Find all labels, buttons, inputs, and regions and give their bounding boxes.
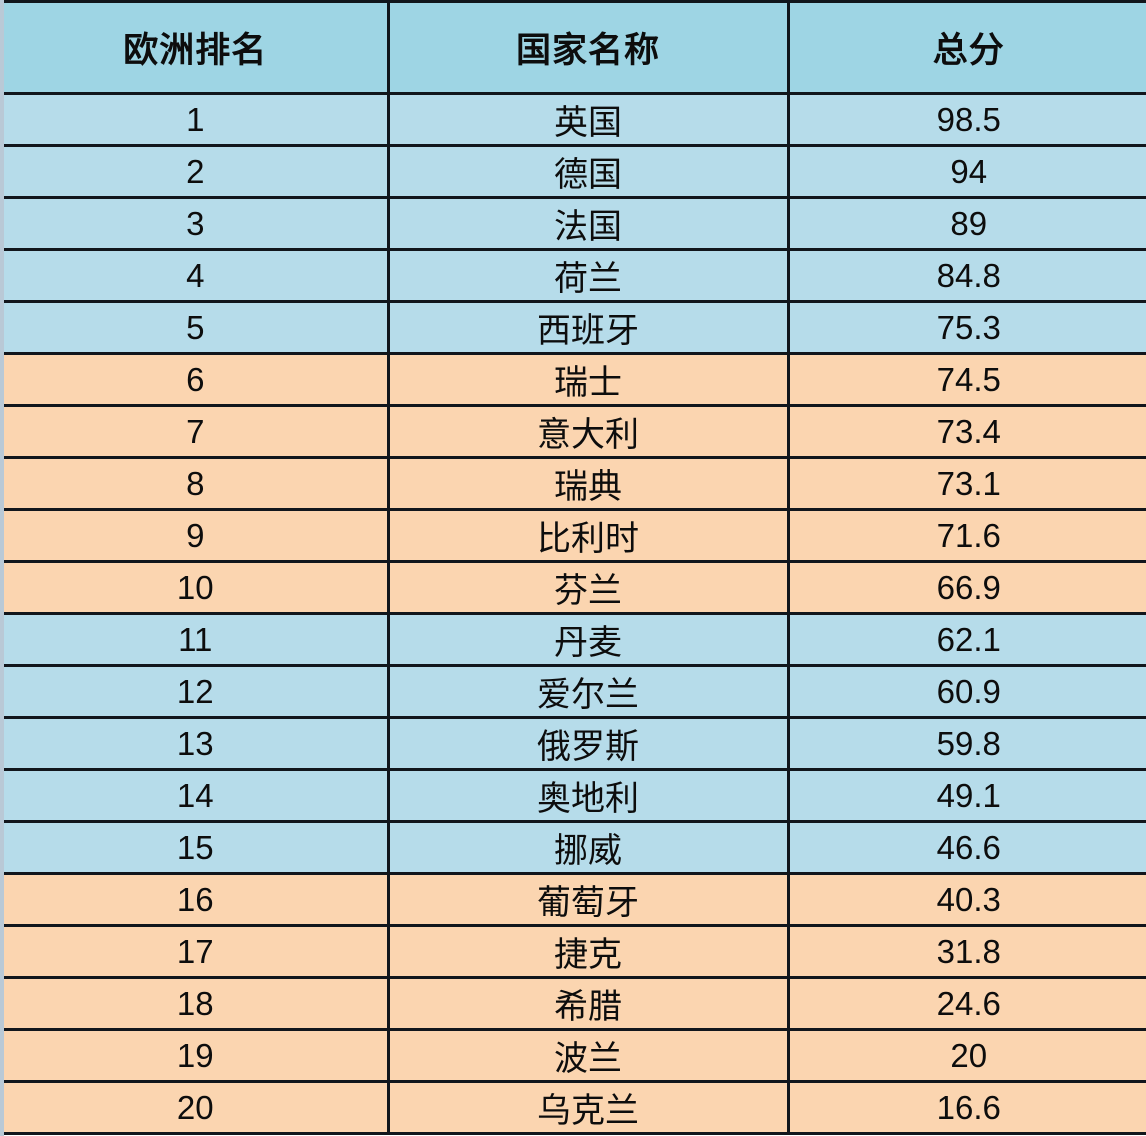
cell-total-score[interactable]: 16.6 [786, 1080, 1146, 1135]
column-header-european-rank[interactable]: 欧洲排名 [0, 0, 388, 95]
cell-european-rank[interactable]: 14 [0, 768, 388, 823]
cell-country-name[interactable]: 西班牙 [386, 300, 788, 355]
cell-country-name[interactable]: 瑞典 [386, 456, 788, 511]
table-row[interactable]: 16 葡萄牙 40.3 [0, 872, 1146, 927]
cell-total-score[interactable]: 46.6 [786, 820, 1146, 875]
table-row[interactable]: 5 西班牙 75.3 [0, 300, 1146, 355]
table-row[interactable]: 20 乌克兰 16.6 [0, 1080, 1146, 1135]
table-body: 1 英国 98.5 2 德国 94 3 法国 89 4 荷兰 84.8 5 西班牙 75.3 6 瑞士 74.5 7… [0, 92, 1146, 1135]
cell-country-name[interactable]: 奥地利 [386, 768, 788, 823]
cell-country-name[interactable]: 波兰 [386, 1028, 788, 1083]
cell-country-name[interactable]: 俄罗斯 [386, 716, 788, 771]
cell-total-score[interactable]: 31.8 [786, 924, 1146, 979]
cell-total-score[interactable]: 84.8 [786, 248, 1146, 303]
cell-total-score[interactable]: 20 [786, 1028, 1146, 1083]
cell-european-rank[interactable]: 5 [0, 300, 388, 355]
cell-european-rank[interactable]: 12 [0, 664, 388, 719]
cell-european-rank[interactable]: 15 [0, 820, 388, 875]
table-row[interactable]: 6 瑞士 74.5 [0, 352, 1146, 407]
cell-country-name[interactable]: 德国 [386, 144, 788, 199]
cell-total-score[interactable]: 75.3 [786, 300, 1146, 355]
cell-european-rank[interactable]: 16 [0, 872, 388, 927]
cell-european-rank[interactable]: 3 [0, 196, 388, 251]
cell-country-name[interactable]: 捷克 [386, 924, 788, 979]
cell-european-rank[interactable]: 10 [0, 560, 388, 615]
table-row[interactable]: 15 挪威 46.6 [0, 820, 1146, 875]
column-header-country-name[interactable]: 国家名称 [386, 0, 788, 95]
cell-european-rank[interactable]: 9 [0, 508, 388, 563]
cell-european-rank[interactable]: 19 [0, 1028, 388, 1083]
cell-european-rank[interactable]: 20 [0, 1080, 388, 1135]
cell-country-name[interactable]: 希腊 [386, 976, 788, 1031]
cell-european-rank[interactable]: 7 [0, 404, 388, 459]
table-row[interactable]: 9 比利时 71.6 [0, 508, 1146, 563]
cell-european-rank[interactable]: 6 [0, 352, 388, 407]
table-row[interactable]: 18 希腊 24.6 [0, 976, 1146, 1031]
cell-country-name[interactable]: 荷兰 [386, 248, 788, 303]
table-row[interactable]: 11 丹麦 62.1 [0, 612, 1146, 667]
cell-european-rank[interactable]: 8 [0, 456, 388, 511]
table-row[interactable]: 7 意大利 73.4 [0, 404, 1146, 459]
cell-total-score[interactable]: 73.4 [786, 404, 1146, 459]
table-row[interactable]: 8 瑞典 73.1 [0, 456, 1146, 511]
cell-country-name[interactable]: 挪威 [386, 820, 788, 875]
table-header: 欧洲排名 国家名称 总分 [0, 0, 1146, 95]
table-row[interactable]: 1 英国 98.5 [0, 92, 1146, 147]
cell-total-score[interactable]: 59.8 [786, 716, 1146, 771]
cell-european-rank[interactable]: 17 [0, 924, 388, 979]
row-header-gutter [0, 0, 4, 1136]
cell-total-score[interactable]: 66.9 [786, 560, 1146, 615]
cell-total-score[interactable]: 60.9 [786, 664, 1146, 719]
cell-country-name[interactable]: 比利时 [386, 508, 788, 563]
cell-country-name[interactable]: 葡萄牙 [386, 872, 788, 927]
table-row[interactable]: 2 德国 94 [0, 144, 1146, 199]
table-row[interactable]: 13 俄罗斯 59.8 [0, 716, 1146, 771]
table-header-row: 欧洲排名 国家名称 总分 [0, 0, 1146, 95]
cell-country-name[interactable]: 芬兰 [386, 560, 788, 615]
table-row[interactable]: 3 法国 89 [0, 196, 1146, 251]
cell-european-rank[interactable]: 2 [0, 144, 388, 199]
cell-country-name[interactable]: 丹麦 [386, 612, 788, 667]
cell-european-rank[interactable]: 11 [0, 612, 388, 667]
cell-country-name[interactable]: 瑞士 [386, 352, 788, 407]
table-row[interactable]: 19 波兰 20 [0, 1028, 1146, 1083]
cell-european-rank[interactable]: 4 [0, 248, 388, 303]
cell-total-score[interactable]: 24.6 [786, 976, 1146, 1031]
table-row[interactable]: 17 捷克 31.8 [0, 924, 1146, 979]
cell-european-rank[interactable]: 1 [0, 92, 388, 147]
cell-european-rank[interactable]: 13 [0, 716, 388, 771]
cell-total-score[interactable]: 89 [786, 196, 1146, 251]
cell-country-name[interactable]: 爱尔兰 [386, 664, 788, 719]
cell-country-name[interactable]: 乌克兰 [386, 1080, 788, 1135]
table-row[interactable]: 4 荷兰 84.8 [0, 248, 1146, 303]
cell-total-score[interactable]: 40.3 [786, 872, 1146, 927]
table-row[interactable]: 12 爱尔兰 60.9 [0, 664, 1146, 719]
cell-total-score[interactable]: 94 [786, 144, 1146, 199]
cell-total-score[interactable]: 98.5 [786, 92, 1146, 147]
cell-total-score[interactable]: 71.6 [786, 508, 1146, 563]
table-row[interactable]: 10 芬兰 66.9 [0, 560, 1146, 615]
cell-total-score[interactable]: 49.1 [786, 768, 1146, 823]
cell-country-name[interactable]: 英国 [386, 92, 788, 147]
column-header-total-score[interactable]: 总分 [786, 0, 1146, 95]
table-row[interactable]: 14 奥地利 49.1 [0, 768, 1146, 823]
cell-country-name[interactable]: 法国 [386, 196, 788, 251]
cell-european-rank[interactable]: 18 [0, 976, 388, 1031]
cell-total-score[interactable]: 74.5 [786, 352, 1146, 407]
cell-total-score[interactable]: 62.1 [786, 612, 1146, 667]
cell-country-name[interactable]: 意大利 [386, 404, 788, 459]
cell-total-score[interactable]: 73.1 [786, 456, 1146, 511]
